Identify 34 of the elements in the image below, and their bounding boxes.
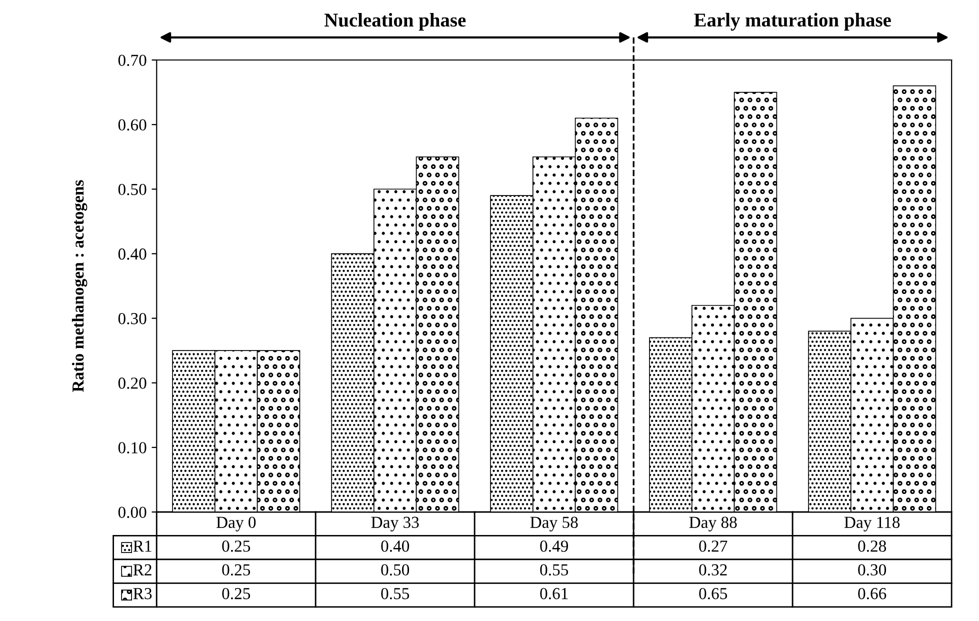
data-label: 0.49: [540, 540, 568, 552]
x-tick-label: Day 118: [844, 516, 900, 532]
data-label: 0.28: [858, 540, 886, 552]
x-tick-label: Day 58: [530, 516, 578, 532]
data-label: 0.27: [699, 540, 728, 552]
x-tick-label: Day 33: [371, 516, 419, 532]
data-label: 0.61: [540, 588, 568, 600]
data-label: 0.65: [699, 588, 728, 600]
data-label: 0.25: [222, 588, 250, 600]
x-tick-label: Day 0: [216, 516, 256, 532]
legend-label: R2: [133, 564, 152, 576]
y-tick-label: 0.00: [118, 506, 146, 518]
data-label: 0.66: [858, 588, 886, 600]
y-axis-title: Ratio methanogen : acetogens: [72, 180, 88, 392]
legend-label: R3: [133, 588, 152, 600]
data-label: 0.50: [381, 564, 410, 576]
data-label: 0.55: [540, 564, 568, 576]
x-tick-label: Day 88: [689, 516, 737, 532]
data-label: 0.40: [381, 540, 410, 552]
y-tick-label: 0.10: [118, 442, 146, 454]
y-tick-label: 0.50: [118, 184, 146, 196]
data-label: 0.25: [222, 564, 250, 576]
y-tick-label: 0.70: [118, 54, 146, 66]
text: Nucleation phase: [324, 12, 466, 31]
y-tick-label: 0.60: [118, 119, 146, 131]
y-tick-label: 0.40: [118, 248, 146, 260]
legend-label: R1: [133, 540, 152, 552]
data-label: 0.25: [222, 540, 250, 552]
data-label: 0.32: [699, 564, 727, 576]
data-label: 0.30: [858, 564, 886, 576]
text: Early maturation phase: [694, 12, 891, 31]
y-tick-label: 0.20: [118, 378, 146, 389]
y-tick-label: 0.30: [118, 312, 146, 324]
data-label: 0.55: [381, 588, 410, 600]
